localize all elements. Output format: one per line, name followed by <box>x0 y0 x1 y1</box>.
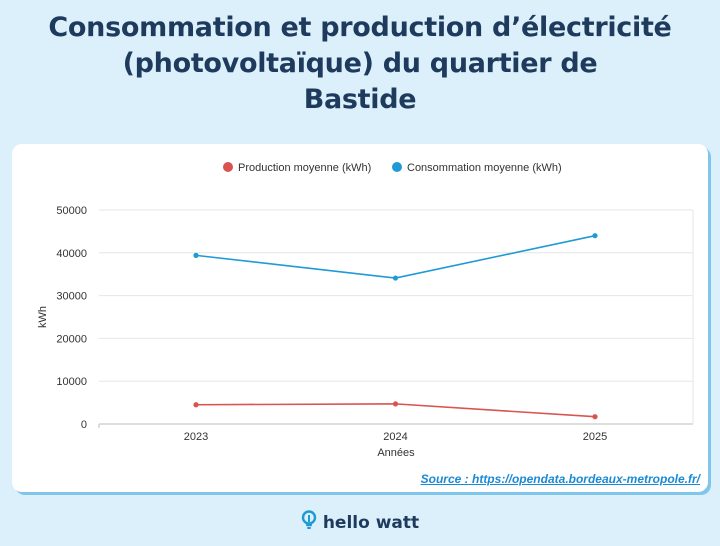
data-point <box>392 275 399 281</box>
series-line <box>195 234 596 279</box>
chart-card: 0 10000 20000 30000 40000 50000 2023 2024 2025 An… <box>12 144 708 492</box>
data-point <box>392 401 399 407</box>
data-point <box>193 252 199 258</box>
line-chart: 0 10000 20000 30000 40000 50000 2023 2024 2025 An… <box>37 162 694 459</box>
brand-name: hello watt <box>322 512 420 533</box>
title-line: Bastide <box>303 84 417 115</box>
data-point <box>592 414 598 420</box>
x-axis-label: Années <box>377 447 415 459</box>
y-tick-label: 30000 <box>56 291 87 303</box>
x-tick-label: 2024 <box>383 431 407 443</box>
legend-marker <box>392 162 402 172</box>
lightbulb-icon <box>301 510 317 535</box>
y-tick-label: 50000 <box>56 205 87 217</box>
data-point <box>592 233 598 239</box>
data-point <box>193 402 199 408</box>
y-axis-label: kWh <box>37 306 49 328</box>
y-tick-label: 40000 <box>56 248 87 260</box>
legend-label: Consommation moyenne (kWh) <box>407 162 562 174</box>
title-line: (photovoltaïque) du quartier de <box>122 48 598 79</box>
chart-title: Consommation et production d’électricité… <box>0 10 720 118</box>
legend-marker <box>223 162 233 172</box>
y-tick-label: 20000 <box>56 333 87 345</box>
y-tick-label: 10000 <box>56 376 87 388</box>
y-tick-label: 0 <box>81 419 87 431</box>
title-line: Consommation et production d’électricité <box>48 12 672 43</box>
x-tick-label: 2023 <box>184 431 208 443</box>
source-link[interactable]: Source : https://opendata.bordeaux-metro… <box>420 472 700 486</box>
legend-label: Production moyenne (kWh) <box>238 162 371 174</box>
x-tick-label: 2025 <box>583 431 607 443</box>
brand-logo: hello watt <box>0 510 720 535</box>
